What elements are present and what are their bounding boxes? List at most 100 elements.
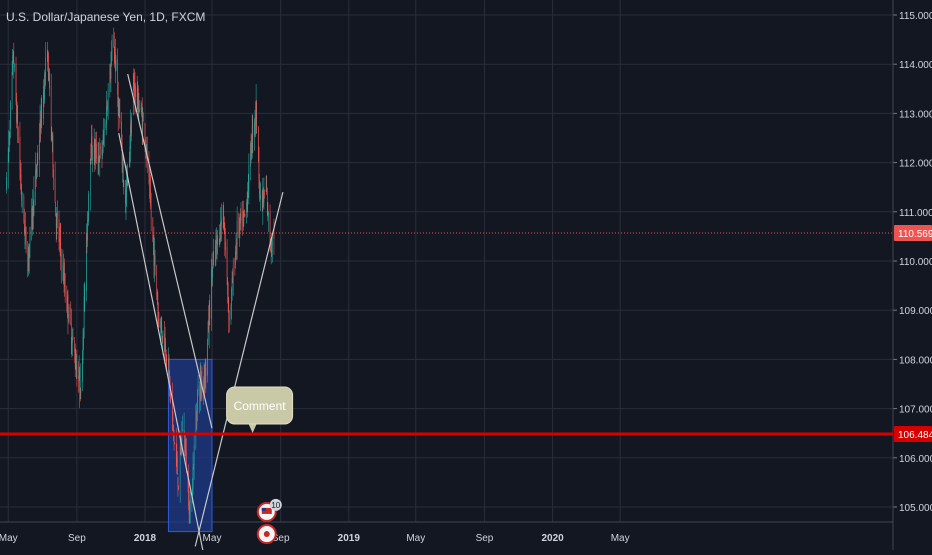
candle-body bbox=[59, 237, 61, 240]
candle-body bbox=[180, 444, 182, 446]
candle-body bbox=[87, 213, 89, 221]
candle-body bbox=[82, 336, 84, 361]
current-price-label: 110.569 bbox=[898, 229, 932, 240]
candle-body bbox=[36, 158, 38, 167]
candle-body bbox=[203, 377, 205, 381]
candle-body bbox=[192, 488, 193, 500]
candle-body bbox=[267, 202, 269, 218]
candle-body bbox=[265, 189, 267, 192]
candle-body bbox=[121, 142, 123, 166]
candle-body bbox=[207, 339, 208, 376]
candle-body bbox=[43, 92, 44, 119]
candle-body bbox=[261, 192, 263, 206]
candle-body bbox=[248, 164, 250, 190]
candle-body bbox=[165, 344, 166, 356]
candle-body bbox=[247, 189, 249, 191]
candle-body bbox=[133, 81, 135, 90]
candle-body bbox=[24, 219, 25, 234]
candle-body bbox=[102, 134, 104, 149]
candle-body bbox=[126, 182, 127, 196]
trendline[interactable] bbox=[127, 73, 213, 429]
candle-body bbox=[176, 458, 178, 461]
candle-body bbox=[89, 158, 91, 197]
candle-body bbox=[86, 233, 88, 242]
candle-body bbox=[271, 243, 273, 248]
candle-body bbox=[78, 376, 79, 379]
candle-body bbox=[197, 390, 198, 413]
candle-body bbox=[48, 70, 50, 81]
candle-body bbox=[141, 113, 143, 133]
candle-body bbox=[215, 251, 216, 253]
candle-body bbox=[269, 212, 271, 247]
candle-body bbox=[173, 432, 175, 442]
candle-body bbox=[109, 68, 111, 93]
candle-body bbox=[50, 85, 52, 128]
candle-body bbox=[164, 342, 166, 351]
candle-body bbox=[179, 446, 181, 489]
candle-body bbox=[134, 82, 135, 89]
candle-body bbox=[60, 239, 61, 254]
candle-body bbox=[189, 506, 190, 515]
candle-body bbox=[189, 505, 191, 507]
candle-body bbox=[204, 376, 206, 383]
x-tick-label: May bbox=[203, 533, 222, 544]
candle-body bbox=[184, 445, 186, 448]
candle-body bbox=[141, 110, 142, 115]
candle-body bbox=[99, 148, 101, 162]
candle-body bbox=[146, 147, 147, 154]
candle-body bbox=[79, 388, 81, 397]
x-tick-label: Sep bbox=[476, 533, 494, 544]
candle-body bbox=[115, 52, 116, 72]
candle-body bbox=[57, 211, 58, 219]
candle-body bbox=[153, 243, 155, 267]
candle-body bbox=[188, 505, 190, 514]
candle-body bbox=[25, 226, 27, 250]
candle-body bbox=[35, 169, 36, 190]
candle-body bbox=[239, 224, 240, 234]
candle-body bbox=[86, 235, 87, 291]
y-tick-label: 107.000 bbox=[899, 405, 932, 416]
candle-body bbox=[87, 220, 88, 241]
candle-body bbox=[213, 252, 214, 257]
candle-body bbox=[229, 318, 230, 321]
candle-body bbox=[60, 254, 62, 269]
candle-body bbox=[15, 63, 17, 102]
candle-body bbox=[23, 196, 25, 223]
candle-body bbox=[95, 145, 97, 147]
candle-body bbox=[255, 117, 256, 121]
candle-body bbox=[137, 89, 139, 103]
y-tick-label: 112.000 bbox=[899, 159, 932, 170]
comment-bubble[interactable] bbox=[226, 386, 294, 425]
candle-body bbox=[122, 165, 123, 169]
candle-body bbox=[251, 150, 252, 154]
candle-body bbox=[41, 106, 43, 120]
candle-body bbox=[231, 288, 232, 306]
candle-body bbox=[244, 209, 245, 215]
candle-body bbox=[162, 335, 163, 340]
x-tick-label: May bbox=[611, 533, 630, 544]
trendline[interactable] bbox=[194, 191, 284, 547]
candle-body bbox=[76, 367, 77, 369]
candle-body bbox=[247, 192, 249, 209]
candle-body bbox=[180, 445, 182, 448]
candle-body bbox=[220, 221, 221, 239]
candle-body bbox=[252, 123, 254, 139]
candle-body bbox=[113, 47, 115, 53]
trendline[interactable] bbox=[118, 132, 204, 552]
candle-body bbox=[72, 337, 74, 339]
candle-body bbox=[216, 241, 218, 244]
candle-body bbox=[154, 253, 155, 267]
candle-body bbox=[52, 135, 54, 167]
candle-body bbox=[98, 156, 99, 162]
candle-body bbox=[134, 87, 136, 98]
candle-body bbox=[119, 106, 120, 118]
candle-body bbox=[168, 356, 170, 372]
candle-body bbox=[103, 128, 105, 137]
candle-body bbox=[28, 255, 29, 272]
candle-body bbox=[193, 444, 195, 466]
candle-body bbox=[68, 306, 70, 321]
candle-body bbox=[157, 305, 159, 310]
